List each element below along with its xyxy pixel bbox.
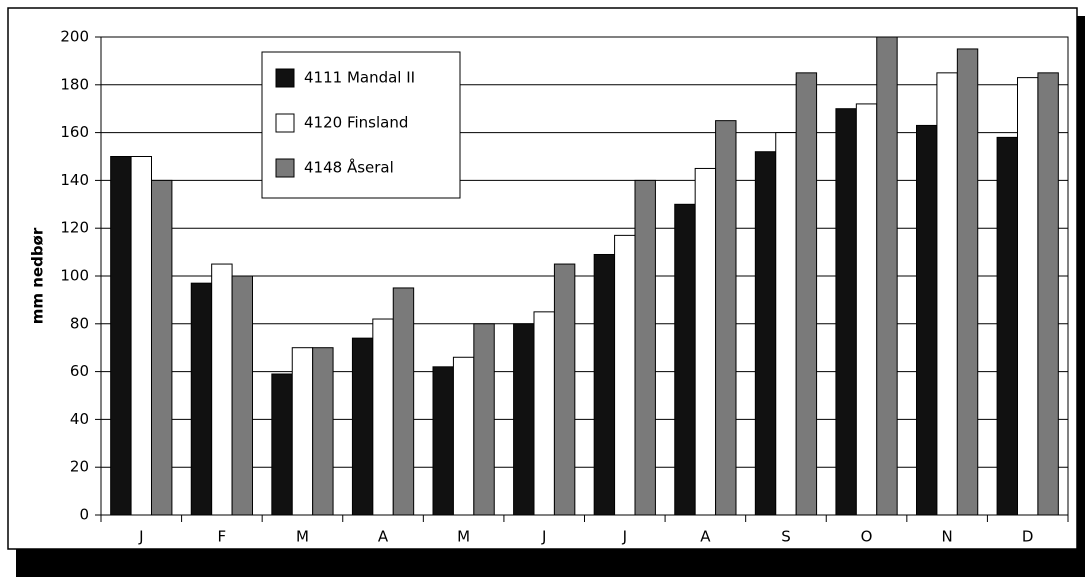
bar [351, 337, 374, 516]
bar [593, 253, 616, 516]
bar [754, 151, 777, 516]
bar [956, 48, 979, 516]
y-tick-label: 160 [60, 123, 89, 141]
bar [271, 373, 293, 516]
bar [674, 203, 696, 516]
legend-label: 4148 Åseral [304, 158, 394, 177]
bar [1037, 72, 1059, 516]
bar [876, 36, 898, 516]
bar [130, 156, 152, 516]
x-tick-label: J [138, 528, 143, 546]
bar [392, 287, 415, 516]
x-tick-label: A [700, 528, 711, 546]
y-tick-label: 100 [60, 267, 89, 285]
y-tick-label: 140 [60, 171, 89, 189]
bar [291, 347, 314, 516]
y-tick-label: 120 [60, 219, 89, 237]
y-tick-label: 80 [70, 314, 89, 332]
legend [261, 51, 461, 199]
bar [835, 108, 857, 516]
bar [150, 179, 173, 516]
legend-swatch [275, 113, 295, 133]
y-tick-label: 40 [70, 410, 89, 428]
bar [473, 323, 495, 516]
bar [1017, 77, 1039, 516]
bar [372, 318, 394, 516]
x-tick-label: D [1022, 528, 1034, 546]
bar [231, 275, 253, 516]
legend-swatch [275, 158, 295, 178]
y-tick-label: 200 [60, 28, 89, 46]
bar [312, 347, 334, 516]
y-tick-label: 0 [79, 506, 89, 524]
bar [775, 132, 797, 516]
bar [634, 179, 656, 516]
legend-label: 4111 Mandal II [304, 69, 415, 87]
bar [533, 311, 555, 516]
bar [936, 72, 958, 516]
x-tick-label: M [457, 528, 470, 546]
x-tick-label: J [541, 528, 546, 546]
bar [715, 120, 737, 516]
legend-label: 4120 Finsland [304, 114, 408, 132]
x-tick-label: N [942, 528, 953, 546]
y-tick-label: 60 [70, 362, 89, 380]
legend-swatch [275, 68, 295, 88]
bar [916, 124, 938, 516]
x-tick-label: A [378, 528, 389, 546]
bar [553, 263, 576, 516]
bar [432, 366, 454, 516]
x-tick-label: F [218, 528, 227, 546]
bar [996, 136, 1019, 516]
bar [795, 72, 818, 516]
x-tick-label: M [296, 528, 309, 546]
bar [452, 356, 475, 516]
y-tick-label: 180 [60, 75, 89, 93]
bar [513, 323, 535, 516]
bar [190, 282, 213, 516]
bar [614, 234, 636, 516]
x-tick-label: J [622, 528, 627, 546]
y-tick-label: 20 [70, 458, 89, 476]
x-tick-label: O [861, 528, 873, 546]
bar [694, 167, 717, 516]
y-axis-label: mm nedbør [29, 227, 47, 324]
bar [110, 156, 132, 516]
bar [855, 103, 878, 516]
x-tick-label: S [781, 528, 791, 546]
bar [211, 263, 233, 516]
